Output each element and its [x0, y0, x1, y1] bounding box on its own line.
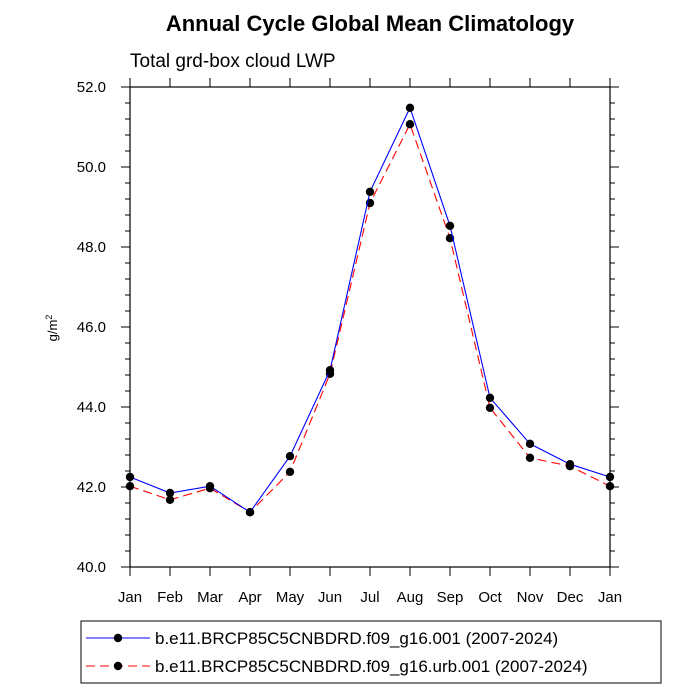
series-1: [125, 103, 615, 517]
y-axis-label: g/m2: [44, 315, 60, 342]
series-point: [405, 120, 415, 129]
series-point: [405, 103, 415, 113]
y-tick-label: 52.0: [77, 79, 106, 96]
x-tick-label: Oct: [478, 589, 502, 606]
series-point: [485, 393, 495, 402]
x-tick-label: Nov: [517, 589, 544, 606]
legend-label: b.e11.BRCP85C5CNBDRD.f09_g16.urb.001 (20…: [155, 657, 588, 676]
series-2: [125, 120, 615, 517]
series-point: [565, 460, 575, 469]
x-tick-labels: Jan Feb Mar Apr May Jun Jul Aug Sep Oct Nov Dec Jan: [118, 589, 622, 606]
legend-marker: [113, 633, 123, 643]
series-line: [129, 106, 611, 513]
chart-subtitle: Total grd-box cloud LWP: [130, 51, 336, 72]
series-point: [445, 221, 455, 230]
legend-box: [80, 620, 662, 684]
legend: b.e11.BRCP85C5CNBDRD.f09_g16.001 (2007-2…: [80, 620, 662, 684]
series-point: [525, 439, 535, 448]
svg-text:g/m2: g/m2: [44, 315, 60, 342]
series-point: [485, 403, 495, 412]
x-tick-label: Sep: [437, 589, 464, 606]
x-tick-label: Aug: [397, 589, 424, 606]
series-point: [245, 508, 255, 517]
series-point: [285, 467, 295, 476]
x-tick-label: Jan: [118, 589, 142, 606]
series-point: [165, 495, 175, 504]
x-tick-label: Jul: [360, 589, 379, 606]
y-tick-label: 50.0: [77, 159, 106, 176]
legend-label: b.e11.BRCP85C5CNBDRD.f09_g16.001 (2007-2…: [155, 629, 558, 648]
series-point: [365, 187, 375, 196]
x-tick-label: May: [276, 589, 305, 606]
series-point: [525, 453, 535, 462]
legend-item-1: b.e11.BRCP85C5CNBDRD.f09_g16.001 (2007-2…: [86, 629, 558, 648]
axis-ticks: [121, 78, 619, 576]
series-point: [325, 366, 335, 375]
x-tick-label: Jun: [318, 589, 342, 606]
series-point: [165, 488, 175, 498]
x-tick-label: Mar: [197, 589, 223, 606]
y-tick-label: 44.0: [77, 399, 106, 416]
series-line: [129, 122, 611, 513]
legend-marker: [113, 661, 123, 671]
plot-frame: [129, 86, 611, 568]
y-axis-label-text: g/m: [45, 320, 60, 342]
series-point: [205, 482, 215, 491]
legend-item-2: b.e11.BRCP85C5CNBDRD.f09_g16.urb.001 (20…: [86, 657, 588, 676]
x-tick-label: Apr: [238, 589, 261, 606]
x-tick-label: Feb: [157, 589, 183, 606]
series-layer: [125, 103, 615, 517]
y-tick-labels: 40.0 42.0 44.0 46.0 48.0 50.0 52.0: [77, 79, 106, 576]
y-axis-label-superscript: 2: [44, 315, 54, 320]
x-tick-label: Dec: [557, 589, 584, 606]
series-point: [285, 452, 295, 461]
chart-title: Annual Cycle Global Mean Climatology: [166, 11, 575, 36]
y-tick-label: 40.0: [77, 559, 106, 576]
y-tick-label: 46.0: [77, 319, 106, 336]
x-tick-label: Jan: [598, 589, 622, 606]
y-tick-label: 48.0: [77, 239, 106, 256]
y-tick-label: 42.0: [77, 479, 106, 496]
